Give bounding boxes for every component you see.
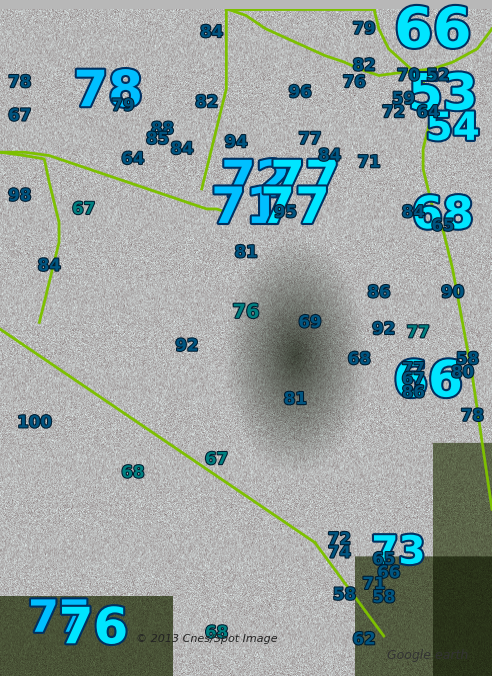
Text: 76: 76 (59, 605, 128, 653)
Text: 58: 58 (456, 350, 479, 368)
Text: 68: 68 (412, 194, 474, 237)
Text: 92: 92 (175, 337, 199, 355)
Text: 52: 52 (426, 66, 450, 84)
Text: 84: 84 (318, 147, 341, 164)
Text: 78: 78 (73, 68, 143, 116)
Text: 77: 77 (298, 130, 322, 148)
Text: 59: 59 (392, 90, 415, 108)
Text: 67: 67 (72, 200, 95, 218)
Text: 86: 86 (402, 383, 425, 402)
Text: 54: 54 (426, 110, 480, 148)
Text: 76: 76 (232, 303, 260, 322)
Text: 94: 94 (224, 133, 248, 151)
Text: 77: 77 (260, 185, 330, 233)
Text: 58: 58 (333, 585, 356, 604)
Text: 71: 71 (211, 185, 281, 233)
Text: 62: 62 (352, 630, 376, 648)
Text: 77: 77 (401, 360, 425, 378)
Text: 67: 67 (205, 450, 228, 468)
Text: 77: 77 (270, 158, 340, 206)
Text: 71: 71 (362, 575, 386, 593)
Text: 81: 81 (235, 243, 257, 262)
Text: © 2013 Cnes/Spot Image: © 2013 Cnes/Spot Image (136, 634, 277, 644)
Text: 77: 77 (28, 598, 90, 641)
Text: 65: 65 (431, 216, 454, 235)
Text: Google earth: Google earth (387, 650, 469, 662)
Text: 58: 58 (372, 588, 395, 606)
Text: 67: 67 (401, 370, 425, 388)
Text: 84: 84 (401, 203, 425, 221)
Text: 73: 73 (371, 533, 426, 572)
Text: 65: 65 (372, 550, 395, 569)
Text: 53: 53 (408, 72, 478, 120)
Text: 78: 78 (8, 73, 31, 91)
Text: 96: 96 (288, 83, 312, 101)
Text: 72: 72 (221, 158, 291, 206)
Text: 66: 66 (393, 358, 463, 406)
Text: 95: 95 (274, 203, 297, 221)
Text: 71: 71 (357, 153, 381, 171)
Text: 85: 85 (146, 130, 169, 148)
Text: 79: 79 (111, 97, 135, 114)
Text: 70: 70 (397, 66, 420, 84)
Text: 64: 64 (416, 103, 440, 121)
Text: 98: 98 (8, 187, 31, 205)
Text: 69: 69 (298, 314, 322, 331)
Text: 80: 80 (451, 364, 474, 381)
Text: 77: 77 (406, 323, 430, 341)
Text: 88: 88 (151, 120, 174, 138)
Text: 90: 90 (441, 283, 464, 301)
Text: 84: 84 (170, 140, 194, 158)
Text: 68: 68 (122, 464, 144, 481)
Text: 84: 84 (37, 257, 61, 274)
Text: 68: 68 (348, 350, 370, 368)
Text: 64: 64 (121, 150, 145, 168)
Text: 79: 79 (352, 20, 376, 38)
Text: 68: 68 (205, 624, 228, 642)
Text: 72: 72 (382, 103, 405, 121)
Text: 66: 66 (394, 5, 472, 59)
Text: 81: 81 (284, 390, 307, 408)
Text: 76: 76 (342, 73, 366, 91)
Text: 82: 82 (195, 93, 218, 111)
Text: 78: 78 (461, 407, 484, 425)
Text: 92: 92 (372, 320, 396, 338)
Text: 82: 82 (352, 57, 376, 74)
Text: 67: 67 (8, 107, 31, 124)
Text: 86: 86 (368, 283, 390, 301)
Text: 66: 66 (377, 564, 400, 581)
Text: 84: 84 (200, 23, 223, 41)
Text: 100: 100 (17, 414, 52, 431)
Text: 74: 74 (328, 544, 351, 562)
Text: 72: 72 (328, 530, 351, 548)
